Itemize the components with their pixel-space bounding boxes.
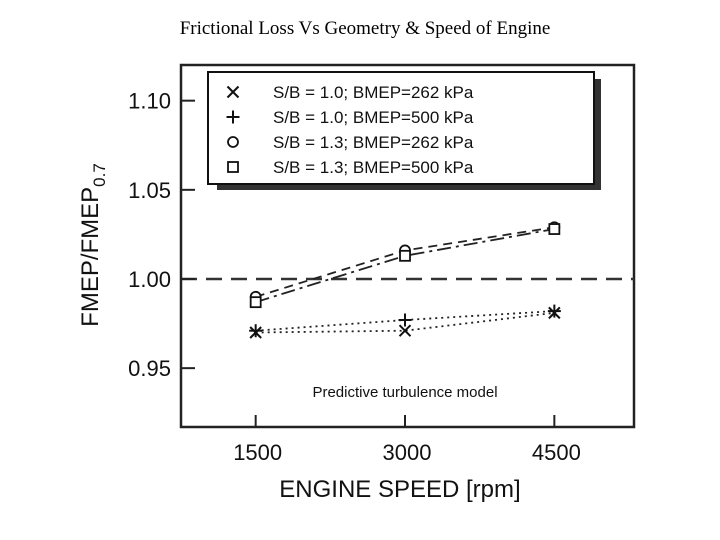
marker-shape <box>227 136 239 148</box>
series-line <box>255 310 555 332</box>
legend-box <box>207 71 595 185</box>
legend: S/B = 1.0; BMEP=262 kPa S/B = 1.0; BMEP=5… <box>207 71 601 190</box>
marker-shape <box>399 249 411 262</box>
legend-marker <box>226 110 240 124</box>
y-tick-label: 1.00 <box>128 267 171 292</box>
x-tick-label: 1500 <box>233 440 282 465</box>
annotation-text: Predictive turbulence model <box>312 384 497 401</box>
legend-label: S/B = 1.0; BMEP=500 kPa <box>273 108 474 127</box>
series-layer <box>249 221 561 339</box>
data-point <box>398 313 412 327</box>
series-4 <box>249 223 561 309</box>
series-line <box>255 228 555 304</box>
marker-shape <box>548 223 561 235</box>
x-tick-label: 4500 <box>532 440 581 465</box>
x-tick-label: 3000 <box>383 440 432 465</box>
marker-shape <box>249 296 262 309</box>
data-point <box>547 304 561 318</box>
legend-marker <box>227 136 239 148</box>
ticks-layer: 0.95 1.00 1.05 1.10 1500 3000 4500 <box>128 89 581 465</box>
y-axis-label-sub: 0.7 <box>90 163 109 187</box>
data-point <box>249 324 263 338</box>
y-axis-label: FMEP/FMEP0.7 <box>77 163 109 327</box>
y-tick-label: 1.05 <box>128 178 171 203</box>
legend-label: S/B = 1.3; BMEP=262 kPa <box>273 133 474 152</box>
series-2 <box>249 304 561 338</box>
legend-label: S/B = 1.3; BMEP=500 kPa <box>273 158 474 177</box>
legend-marker <box>226 85 240 99</box>
data-point <box>398 324 412 337</box>
x-axis-label: ENGINE SPEED [rpm] <box>279 476 520 503</box>
page-title: Frictional Loss Vs Geometry & Speed of E… <box>179 18 551 39</box>
plot-border <box>179 63 636 429</box>
plot-frame <box>179 63 636 429</box>
marker-shape <box>227 161 239 173</box>
marker-stroke <box>226 85 240 99</box>
legend-marker <box>227 161 239 173</box>
y-axis-label-main: FMEP/FMEP <box>77 187 104 327</box>
series-3 <box>249 221 561 303</box>
marker-stroke <box>398 324 412 337</box>
data-point <box>548 223 561 235</box>
y-tick-label: 1.10 <box>128 89 171 114</box>
legend-label: S/B = 1.0; BMEP=262 kPa <box>273 83 474 102</box>
series-line <box>255 311 555 334</box>
data-point <box>249 296 262 309</box>
data-point <box>399 249 411 262</box>
y-tick-label: 0.95 <box>128 356 171 381</box>
